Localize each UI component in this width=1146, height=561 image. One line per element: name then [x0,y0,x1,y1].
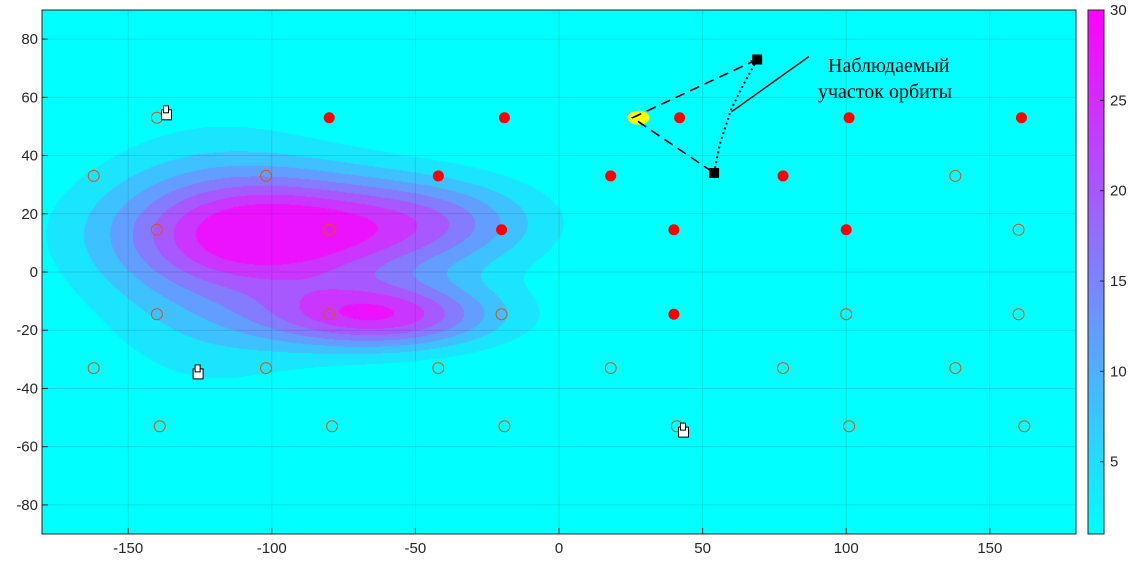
y-tick-label: -80 [16,497,38,514]
target-region [627,110,650,125]
contour-layer [42,10,1076,534]
ground-station-marker [192,364,204,380]
inactive-satellite-marker [498,420,511,433]
y-tick-label: 80 [21,31,38,48]
active-satellite-marker [1015,112,1027,124]
orbit-track [713,59,759,174]
y-tick-label: -40 [16,380,38,397]
active-satellite-marker [668,308,680,320]
active-satellite-marker [668,224,680,236]
active-satellite-marker [323,112,335,124]
colorbar-scale [1087,9,1105,535]
annotation-line-2: участок орбиты [818,81,952,103]
ground-station-marker [678,422,690,438]
inactive-satellite-marker [153,420,166,433]
contour-fill [42,10,1076,534]
inactive-satellite-marker [432,362,445,375]
points-layer [87,105,1031,438]
x-tick-label: 0 [555,540,563,557]
active-satellite-marker [432,170,444,182]
track-start-marker [709,168,720,179]
colorbar-tick-label: 20 [1110,183,1127,200]
inactive-satellite-marker [1018,420,1031,433]
line-of-sight [630,58,758,174]
y-tick-label: 60 [21,89,38,106]
ground-station-antenna [194,364,201,373]
x-tick-label: 100 [834,540,859,557]
inactive-satellite-marker [323,308,336,321]
ground-station-antenna [163,105,170,114]
y-tick-label: -60 [16,439,38,456]
grid-lines [42,10,1076,534]
active-satellite-marker [498,112,510,124]
inactive-satellite-marker [1012,308,1025,321]
ground-station-antenna [680,422,687,431]
y-axis: -80 -60 -40 -20 0 20 40 60 80 [16,31,48,514]
inactive-satellite-marker [326,420,339,433]
inactive-satellite-marker [323,223,336,236]
y-tick-label: 20 [21,206,38,223]
active-satellite-marker [840,224,852,236]
track-end-marker [752,54,763,65]
inactive-satellite-marker [949,362,962,375]
x-tick-label: 150 [977,540,1002,557]
colorbar: 5 10 15 20 25 30 [1087,2,1127,535]
inactive-satellite-marker [843,420,856,433]
annotation-line-1: Наблюдаемый [828,55,950,77]
inactive-satellite-marker [495,308,508,321]
y-tick-label: 40 [21,148,38,165]
ground-station-marker [161,105,173,121]
x-tick-label: 50 [694,540,711,557]
x-axis: -150 -100 -50 0 50 100 150 [113,528,1002,557]
inactive-satellite-marker [840,308,853,321]
y-tick-label: 0 [30,264,38,281]
inactive-satellite-marker [87,362,100,375]
x-tick-label: -150 [113,540,143,557]
observed-arc [627,54,810,179]
inactive-satellite-marker [260,169,273,182]
x-tick-label: -100 [257,540,287,557]
inactive-satellite-marker [604,362,617,375]
inactive-satellite-marker [260,362,273,375]
active-satellite-marker [605,170,617,182]
arrow-head [750,58,757,66]
active-satellite-marker [496,224,508,236]
colorbar-tick-label: 5 [1110,454,1118,471]
y-tick-label: -20 [16,322,38,339]
inactive-satellite-marker [150,223,163,236]
inactive-satellite-marker [87,169,100,182]
active-satellite-marker [777,170,789,182]
inactive-satellite-marker [777,362,790,375]
inactive-satellite-marker [1012,223,1025,236]
inactive-satellite-marker [949,169,962,182]
colorbar-tick-label: 15 [1110,273,1127,290]
active-satellite-marker [674,112,686,124]
inactive-satellite-marker [150,308,163,321]
colorbar-tick-label: 25 [1110,92,1127,109]
active-satellite-marker [843,112,855,124]
annotation-pointer [730,56,810,113]
colorbar-tick-label: 30 [1110,2,1127,19]
x-tick-label: -50 [405,540,427,557]
colorbar-tick-label: 10 [1110,363,1127,380]
